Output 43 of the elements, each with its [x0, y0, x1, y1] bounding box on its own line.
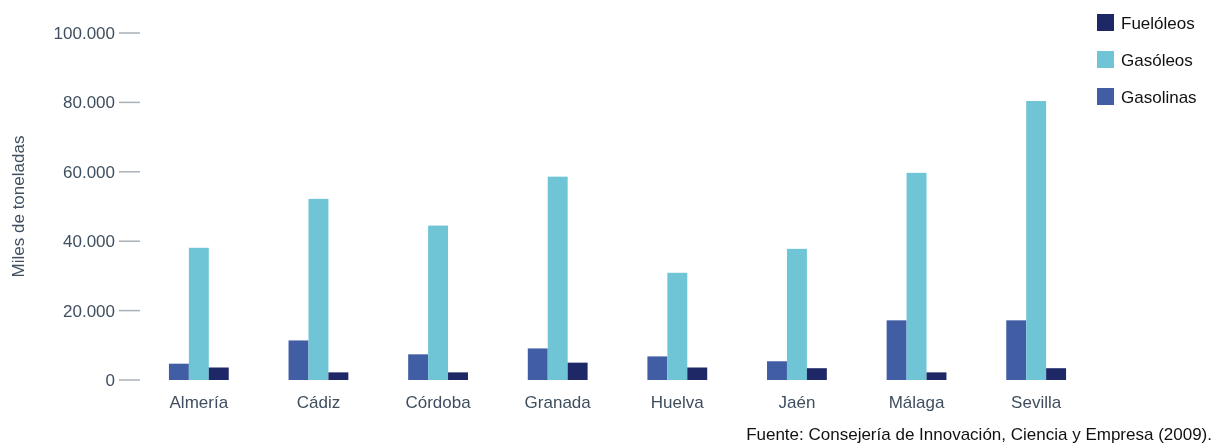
y-tick-label: 20.000 — [63, 301, 115, 321]
legend-label: Gasóleos — [1121, 50, 1193, 70]
legend-label: Gasolinas — [1121, 87, 1197, 107]
x-tick-label: Córdoba — [405, 393, 472, 412]
x-tick-label: Cádiz — [296, 393, 341, 412]
bar — [1046, 368, 1067, 380]
y-tick-label: 0 — [105, 370, 115, 390]
bar — [786, 248, 807, 380]
bar — [567, 362, 588, 380]
y-tick-label: 60.000 — [63, 162, 115, 182]
bar — [906, 172, 927, 380]
y-tick-label: 100.000 — [53, 23, 115, 43]
bar — [667, 272, 688, 380]
x-tick-label: Huelva — [650, 393, 705, 412]
bar — [547, 176, 568, 380]
x-tick-label: Málaga — [888, 393, 945, 412]
bar — [168, 363, 189, 380]
bar — [926, 372, 947, 380]
bar — [687, 367, 708, 380]
source-note: Fuente: Consejería de Innovación, Ciencia y Empresa (2009). — [746, 425, 1212, 444]
x-tick-label: Almería — [169, 393, 229, 412]
y-axis-title: Miles de toneladas — [9, 135, 28, 278]
bar — [428, 225, 449, 380]
bar — [288, 340, 309, 380]
legend-label: Fuelóleos — [1121, 13, 1195, 33]
bar — [806, 368, 827, 380]
bar — [767, 361, 787, 380]
bar — [1006, 320, 1027, 380]
x-tick-label: Granada — [524, 393, 592, 412]
bar — [448, 372, 468, 380]
bar — [527, 348, 548, 380]
bar — [886, 320, 907, 380]
x-tick-label: Sevilla — [1011, 393, 1062, 412]
bar — [328, 372, 349, 380]
bar — [188, 247, 209, 380]
x-tick-label: Jaén — [778, 393, 816, 412]
bar — [1026, 101, 1047, 380]
bar — [408, 354, 429, 380]
y-tick-label: 80.000 — [63, 93, 115, 113]
y-tick-label: 40.000 — [63, 232, 115, 252]
bar — [308, 198, 329, 380]
bar — [208, 367, 229, 380]
bar — [647, 356, 668, 380]
